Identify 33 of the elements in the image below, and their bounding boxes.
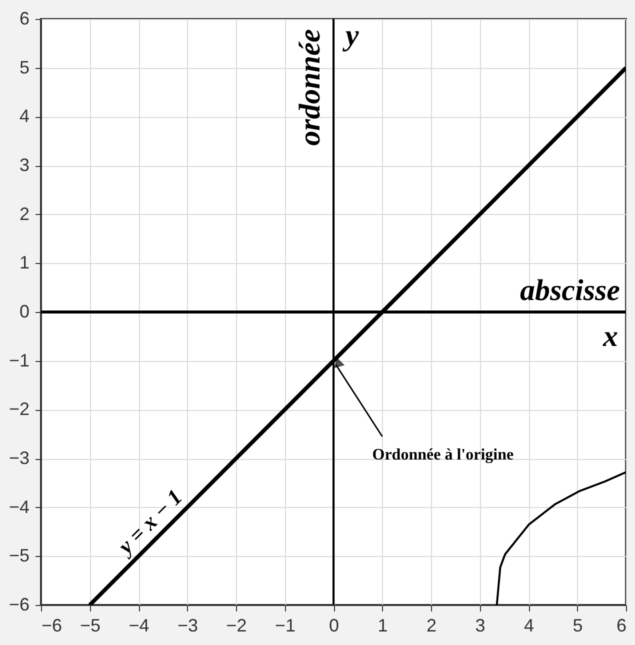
x-tick-label: 4: [524, 616, 534, 636]
x-tick-label: 3: [475, 616, 486, 636]
y-tick-label: −6: [8, 594, 30, 614]
x-tick-label: −4: [128, 616, 150, 636]
y-tick-label: 2: [19, 204, 30, 224]
y-tick-label: 4: [19, 106, 30, 126]
y-tick-label: −5: [8, 546, 30, 566]
y-tick-label: 0: [19, 302, 30, 322]
y-axis-title: ordonnée: [294, 29, 326, 146]
y-tick-label: 3: [19, 155, 30, 175]
x-tick-label: −6: [42, 616, 62, 636]
y-tick-label: −2: [8, 399, 30, 420]
x-tick-label: 0: [328, 616, 340, 636]
x-tick-label: −5: [80, 616, 101, 636]
y-tick-label: −3: [8, 448, 30, 468]
y-tick-label: 1: [19, 252, 30, 273]
x-tick-label: −3: [177, 616, 198, 636]
y-tick-label: 6: [19, 8, 30, 28]
x-tick-label: −1: [274, 616, 296, 636]
y-tick-label: 5: [19, 57, 30, 78]
x-tick-label: −2: [226, 616, 247, 636]
x-tick-label: 2: [426, 616, 437, 636]
x-tick-label: 5: [572, 616, 583, 636]
line-series: [496, 471, 626, 605]
y-tick-label: −1: [8, 350, 30, 370]
ref-line-label: x: [602, 320, 618, 353]
x-axis-title: abscisse: [520, 274, 620, 307]
x-tick-label: 1: [378, 616, 388, 636]
y-tick-label: −4: [8, 496, 30, 517]
annotation: Ordonnée à l'origine: [372, 446, 514, 464]
ref-line-label: y: [342, 19, 360, 52]
text: y = x − 1: [110, 484, 187, 560]
x-tick-label: 6: [616, 616, 626, 636]
